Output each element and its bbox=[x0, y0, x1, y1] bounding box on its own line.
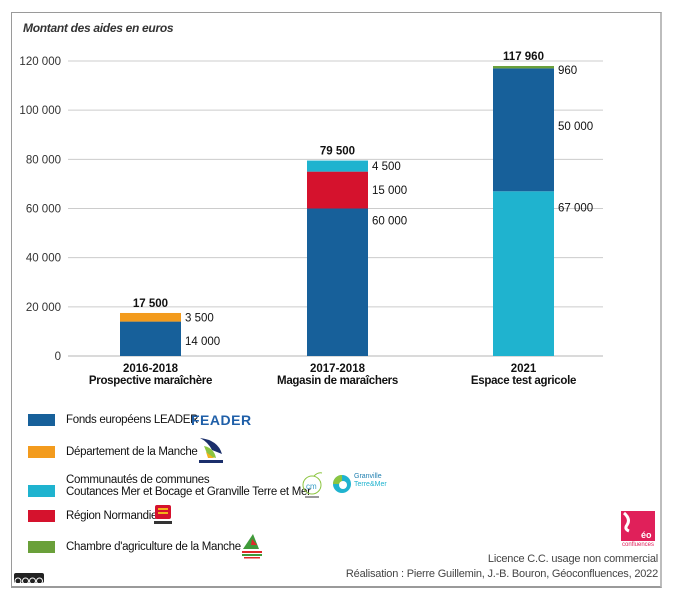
y-tick-label: 60 000 bbox=[26, 204, 61, 216]
legend-swatch bbox=[28, 510, 55, 522]
granville-text: Granville bbox=[354, 473, 382, 480]
bar-segment bbox=[493, 66, 554, 69]
authors-credit: Réalisation : Pierre Guillemin, J.-B. Bo… bbox=[345, 568, 658, 580]
granville-logo-text: Granville Terre&Mer bbox=[354, 473, 387, 489]
bar-segment bbox=[120, 321, 181, 356]
legend-swatch bbox=[28, 446, 55, 458]
svg-text:cm: cm bbox=[306, 482, 317, 491]
segment-value-label: 60 000 bbox=[372, 216, 407, 228]
legend-label-line2: Coutances Mer et Bocage et Granville Ter… bbox=[66, 486, 311, 498]
normandie-logo-icon bbox=[154, 505, 172, 524]
bar-total-label: 117 960 bbox=[503, 51, 544, 63]
terre-mer-text: Terre&Mer bbox=[354, 481, 387, 488]
x-tick-period: 2021 bbox=[511, 363, 537, 375]
la-manche-logo-icon bbox=[199, 438, 223, 463]
y-tick-label: 100 000 bbox=[19, 105, 61, 117]
licence-text: Licence C.C. usage non commercial bbox=[487, 553, 658, 565]
legend-label: Communautés de communes bbox=[66, 474, 210, 486]
x-tick-period: 2017-2018 bbox=[310, 363, 366, 375]
geo-logo-text: éo bbox=[641, 530, 652, 540]
segment-value-label: 50 000 bbox=[558, 121, 593, 133]
y-tick-label: 80 000 bbox=[26, 154, 61, 166]
legend-label: Fonds européens LEADER bbox=[66, 414, 199, 426]
feader-logo-icon: FEADER bbox=[191, 412, 252, 428]
legend-swatch bbox=[28, 414, 55, 426]
y-tick-label: 40 000 bbox=[26, 253, 61, 265]
segment-value-label: 3 500 bbox=[185, 312, 214, 324]
bar-segment bbox=[307, 208, 368, 356]
segment-value-label: 15 000 bbox=[372, 185, 407, 197]
legend-item-chambre: Chambre d'agriculture de la Manche bbox=[28, 541, 241, 553]
segment-value-label: 960 bbox=[558, 65, 577, 77]
bar-segment bbox=[120, 312, 181, 322]
x-tick-period: 2016-2018 bbox=[123, 363, 179, 375]
legend-swatch bbox=[28, 541, 55, 553]
y-tick-label: 20 000 bbox=[26, 302, 61, 314]
coutances-logo-icon: cm bbox=[302, 472, 323, 498]
bar-segment bbox=[307, 160, 368, 172]
stacked-bar-chart: 0 20 000 40 000 60 000 80 000 100 000 120 000 1… bbox=[19, 51, 603, 387]
legend-label: Région Normandie bbox=[66, 510, 158, 522]
legend-swatch bbox=[28, 485, 55, 497]
legend-label: Chambre d'agriculture de la Manche bbox=[66, 541, 241, 553]
legend-item-departement: Département de la Manche bbox=[28, 446, 198, 458]
legend-item-communautes: Communautés de communes Coutances Mer et… bbox=[28, 474, 311, 498]
geo-logo-sub: confluences bbox=[622, 542, 654, 547]
segment-value-label: 14 000 bbox=[185, 336, 220, 348]
y-tick-label: 0 bbox=[55, 351, 61, 363]
bar-segment bbox=[493, 191, 554, 356]
x-tick-name: Prospective maraîchère bbox=[89, 375, 212, 387]
bar-segment bbox=[307, 171, 368, 209]
bar-total-label: 79 500 bbox=[320, 146, 355, 158]
legend-label: Département de la Manche bbox=[66, 446, 198, 458]
x-tick-name: Espace test agricole bbox=[471, 375, 576, 387]
chambre-agriculture-logo-icon bbox=[242, 534, 262, 559]
segment-value-label: 67 000 bbox=[558, 202, 593, 214]
segment-value-label: 4 500 bbox=[372, 161, 401, 173]
legend-item-region: Région Normandie bbox=[28, 510, 157, 522]
bar-segment bbox=[493, 68, 554, 192]
x-tick-name: Magasin de maraîchers bbox=[277, 375, 398, 387]
y-tick-label: 120 000 bbox=[19, 56, 61, 68]
geoconfluences-logo-icon: éo confluences bbox=[621, 511, 655, 547]
bar-total-label: 17 500 bbox=[133, 298, 168, 310]
creative-commons-icon bbox=[14, 573, 44, 585]
legend-item-leader: Fonds européens LEADER bbox=[28, 414, 198, 426]
granville-logo-icon bbox=[333, 475, 351, 493]
y-axis-title: Montant des aides en euros bbox=[23, 21, 174, 35]
